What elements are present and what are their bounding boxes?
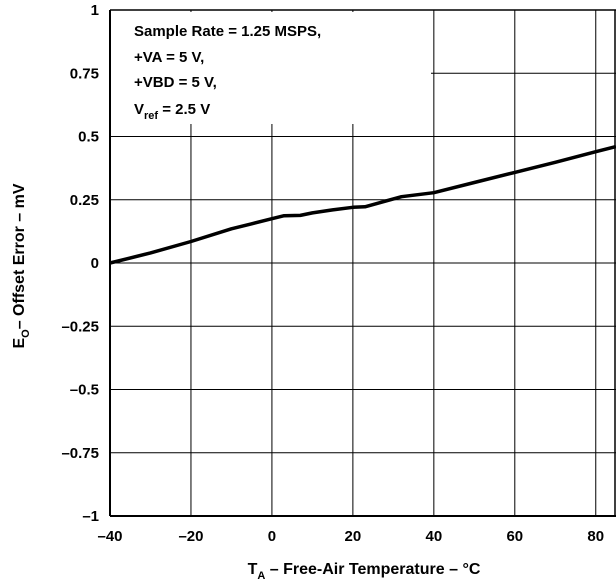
x-tick-label: –20 — [178, 528, 203, 545]
annotation-line-va: +VA = 5 V, — [134, 49, 204, 66]
y-axis-label: EO– Offset Error – mV — [11, 183, 32, 348]
y-tick-label: –0.75 — [61, 445, 99, 462]
y-tick-label: –0.5 — [70, 382, 99, 399]
y-tick-label: 0.75 — [70, 65, 99, 82]
annotation-line-sample-rate: Sample Rate = 1.25 MSPS, — [134, 23, 321, 40]
annotation-line-vbd: +VBD = 5 V, — [134, 74, 217, 91]
y-tick-label: 0.25 — [70, 192, 99, 209]
annotation-box: Sample Rate = 1.25 MSPS, +VA = 5 V, +VBD… — [134, 23, 321, 122]
y-tick-label: 0 — [91, 255, 99, 272]
x-tick-label: 80 — [587, 528, 604, 545]
y-tick-label: 0.5 — [78, 129, 99, 146]
x-tick-label: 0 — [268, 528, 276, 545]
y-tick-label: –0.25 — [61, 318, 99, 335]
grid — [109, 9, 616, 517]
y-tick-label: –1 — [82, 508, 99, 525]
x-tick-label: 40 — [425, 528, 442, 545]
series — [109, 144, 616, 265]
x-tick-label: 60 — [506, 528, 523, 545]
y-tick-label: 1 — [91, 2, 99, 19]
x-tick-label: 20 — [345, 528, 362, 545]
x-tick-labels: –40 –20 0 20 40 60 80 — [97, 528, 604, 545]
y-tick-labels: –1 –0.75 –0.5 –0.25 0 0.25 0.5 0.75 1 — [61, 2, 99, 525]
x-tick-label: –40 — [97, 528, 122, 545]
annotation-line-vref: Vref = 2.5 V — [134, 101, 210, 122]
annotation-background — [111, 12, 431, 124]
x-axis-label: TA – Free-Air Temperature – °C — [248, 561, 481, 582]
series-line-0 — [109, 144, 616, 265]
